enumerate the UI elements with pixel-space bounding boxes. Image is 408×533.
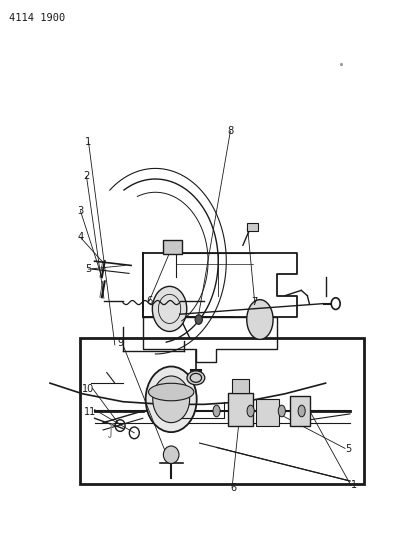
Text: 11: 11 — [84, 407, 97, 417]
Ellipse shape — [278, 405, 285, 417]
Text: 4: 4 — [77, 232, 84, 243]
Text: 5: 5 — [85, 264, 92, 274]
Ellipse shape — [247, 300, 273, 340]
Text: 6: 6 — [146, 296, 153, 306]
Text: 1: 1 — [85, 137, 92, 147]
Text: 6: 6 — [231, 483, 237, 493]
Bar — [246, 223, 258, 231]
Text: $\int$: $\int$ — [106, 422, 115, 440]
Ellipse shape — [187, 371, 205, 385]
Ellipse shape — [152, 286, 187, 332]
Ellipse shape — [149, 383, 194, 401]
Bar — [228, 393, 253, 425]
Bar — [256, 399, 279, 425]
Text: 3: 3 — [77, 206, 84, 216]
Text: 2: 2 — [83, 172, 90, 181]
Ellipse shape — [146, 367, 197, 432]
Bar — [232, 379, 249, 393]
Ellipse shape — [247, 405, 254, 417]
Text: 10: 10 — [82, 384, 95, 394]
Text: 4114 1900: 4114 1900 — [9, 13, 66, 23]
Text: 7: 7 — [251, 297, 258, 307]
Ellipse shape — [163, 446, 179, 464]
Text: 1: 1 — [351, 480, 357, 490]
Text: 5: 5 — [345, 445, 351, 455]
Bar — [164, 240, 182, 254]
Bar — [290, 397, 310, 425]
Ellipse shape — [298, 405, 305, 417]
Text: 8: 8 — [227, 126, 233, 136]
Ellipse shape — [213, 405, 220, 417]
Text: 9: 9 — [118, 338, 124, 349]
Ellipse shape — [153, 376, 190, 423]
Bar — [80, 338, 364, 484]
Ellipse shape — [195, 315, 202, 324]
